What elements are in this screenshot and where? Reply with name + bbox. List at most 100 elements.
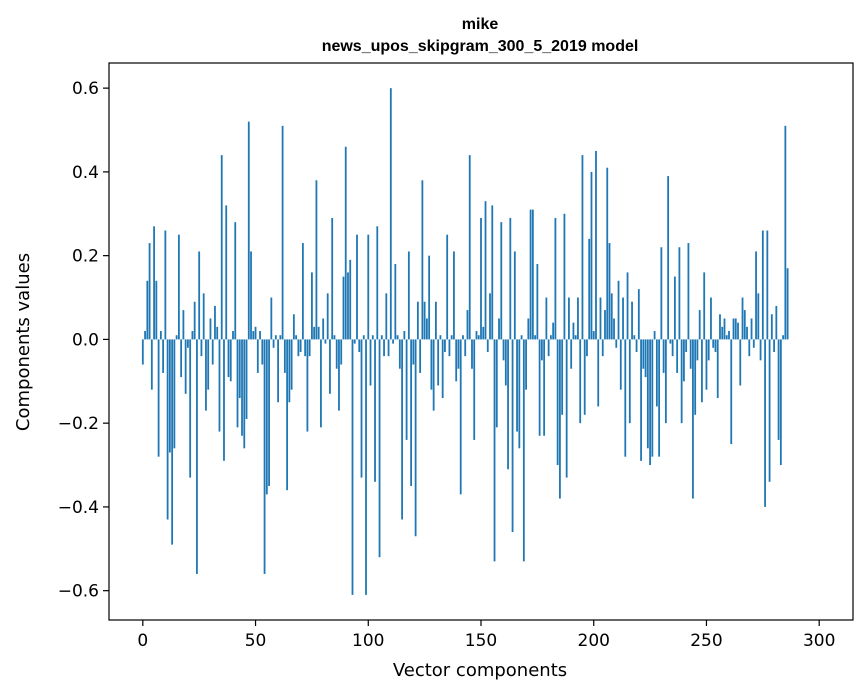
bar — [234, 222, 237, 340]
bar — [448, 339, 451, 357]
bar — [698, 310, 701, 340]
bar — [281, 125, 284, 340]
bar — [766, 230, 769, 340]
bar — [536, 264, 539, 340]
x-tick-label: 150 — [465, 631, 497, 651]
bar — [554, 217, 557, 340]
bar — [157, 339, 160, 457]
bar — [725, 335, 728, 340]
bar — [631, 301, 633, 340]
bar — [166, 339, 169, 520]
bar — [568, 297, 570, 340]
bar — [374, 339, 376, 482]
bar — [441, 339, 444, 399]
bar — [398, 339, 401, 369]
bar — [606, 167, 609, 340]
bar — [198, 251, 201, 340]
bar — [202, 293, 205, 340]
bar — [214, 305, 216, 340]
bar — [486, 339, 489, 352]
bar — [263, 339, 266, 574]
bar — [466, 310, 469, 340]
x-tick-label: 100 — [352, 631, 384, 651]
bar — [581, 155, 584, 340]
bar — [365, 339, 367, 595]
bar — [498, 318, 500, 340]
bar — [737, 322, 739, 340]
bar — [286, 339, 289, 491]
bar — [707, 339, 710, 361]
bar — [232, 331, 234, 340]
bar — [241, 339, 243, 436]
bars-group — [141, 88, 789, 595]
bar — [712, 339, 715, 348]
bar — [493, 339, 496, 562]
bar — [739, 339, 742, 386]
bar — [750, 318, 753, 340]
bar — [387, 339, 390, 357]
bar — [274, 335, 277, 340]
x-tick-label: 50 — [245, 631, 267, 651]
bar — [770, 314, 773, 340]
bar — [304, 339, 307, 357]
bar — [764, 339, 766, 507]
chart-title-line1: mike — [462, 16, 499, 33]
bar — [529, 209, 532, 340]
bar — [556, 339, 559, 466]
bar — [714, 339, 717, 352]
bar — [209, 318, 212, 340]
bar — [608, 243, 611, 340]
bar — [471, 339, 473, 369]
bar — [277, 339, 279, 403]
bar — [288, 339, 291, 403]
bar — [164, 230, 167, 340]
bar — [187, 339, 189, 348]
bar — [545, 297, 548, 340]
bar — [435, 301, 437, 340]
bar — [344, 146, 347, 340]
bar — [644, 339, 647, 378]
bar — [283, 339, 286, 373]
bar — [168, 339, 171, 453]
bar — [311, 272, 313, 340]
bar — [153, 226, 155, 340]
x-axis-label: Vector components — [393, 660, 567, 681]
bar — [662, 339, 665, 373]
bar — [396, 335, 399, 340]
bar — [651, 339, 654, 457]
bar — [362, 335, 365, 340]
bar — [320, 339, 322, 428]
bar — [326, 293, 329, 340]
bar — [317, 326, 320, 340]
bar — [184, 339, 187, 394]
bar — [615, 339, 618, 348]
bar — [565, 339, 568, 478]
bar — [761, 230, 764, 340]
bar — [547, 339, 550, 357]
bar — [243, 339, 246, 449]
bar — [459, 339, 462, 495]
bar — [270, 297, 273, 340]
bar — [617, 280, 620, 340]
bar — [450, 335, 453, 340]
bar — [141, 339, 144, 365]
bar — [223, 339, 225, 461]
bar — [419, 339, 422, 373]
bar — [701, 339, 703, 403]
bar — [162, 339, 165, 373]
bar — [696, 339, 699, 361]
bar — [653, 331, 656, 340]
bar — [500, 222, 503, 340]
bar — [259, 331, 261, 340]
bar — [216, 326, 219, 340]
bar — [322, 318, 325, 340]
bar — [193, 301, 196, 340]
bar — [597, 339, 600, 407]
bar — [721, 326, 724, 340]
bar — [457, 339, 460, 369]
bar — [313, 326, 316, 340]
bar — [622, 297, 624, 340]
bar — [410, 339, 413, 486]
bar — [473, 339, 476, 440]
bar — [687, 243, 690, 340]
